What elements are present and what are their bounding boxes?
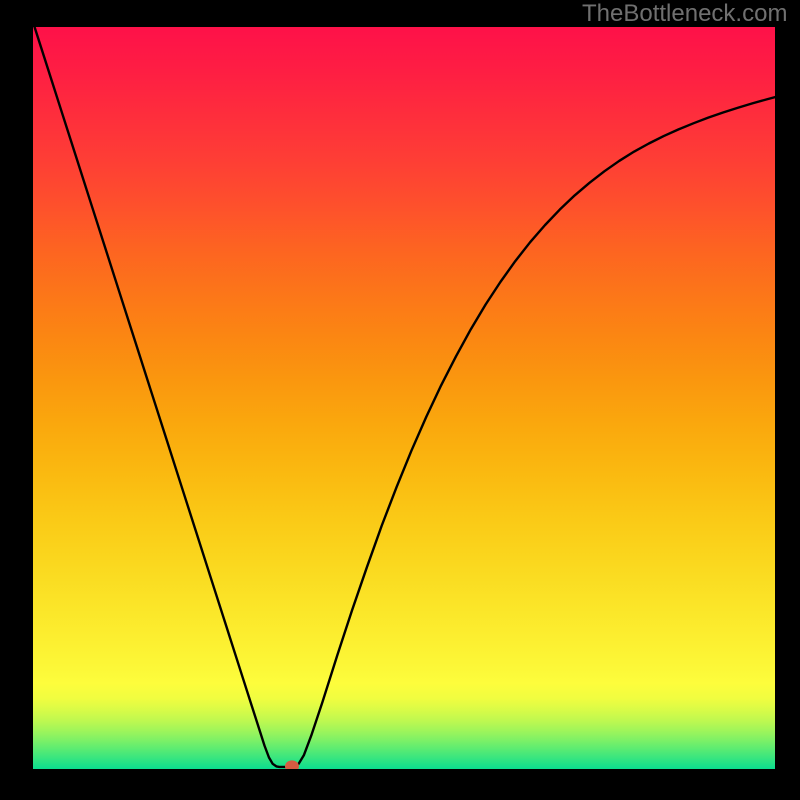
chart-frame	[0, 0, 800, 800]
plot-background-gradient	[33, 27, 775, 769]
watermark-text: TheBottleneck.com	[582, 0, 787, 28]
bottleneck-curve-chart	[0, 0, 800, 800]
